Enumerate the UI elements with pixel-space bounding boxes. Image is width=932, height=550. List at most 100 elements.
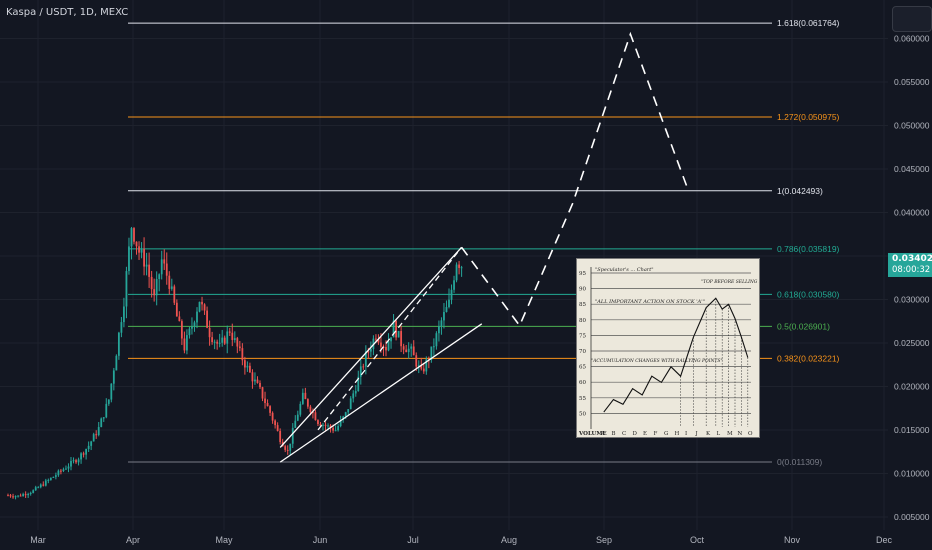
inset-x-letter: D xyxy=(633,431,638,437)
x-tick-label: Jun xyxy=(313,535,328,545)
candle-body xyxy=(354,391,357,394)
candle-body xyxy=(271,412,274,421)
inset-x-letter: L xyxy=(717,431,721,437)
candle-body xyxy=(322,424,324,426)
candle-body xyxy=(158,274,161,280)
candle-body xyxy=(188,328,191,336)
candle-body xyxy=(455,264,458,281)
candle-body xyxy=(412,346,415,356)
candle-body xyxy=(309,406,312,412)
candle-body xyxy=(97,427,100,435)
candle-body xyxy=(206,310,208,328)
candle-body xyxy=(254,379,256,382)
candle-body xyxy=(75,460,77,463)
candle-body xyxy=(332,428,334,431)
candle-body xyxy=(67,466,70,469)
candle-body xyxy=(112,370,115,384)
inset-x-letter: C xyxy=(622,431,626,437)
inset-x-letter: H xyxy=(675,431,680,437)
candle-body xyxy=(203,304,206,311)
candle-body xyxy=(241,348,244,361)
candle-body xyxy=(327,425,329,427)
candle-body xyxy=(110,383,113,400)
candle-body xyxy=(329,425,332,429)
candle-body xyxy=(460,267,463,269)
candle-body xyxy=(306,399,309,407)
inset-y-label: 75 xyxy=(579,333,586,339)
fib-label-2: 1(0.042493) xyxy=(777,186,823,196)
fib-label-5: 0.5(0.026901) xyxy=(777,321,830,331)
inset-x-letter: E xyxy=(643,431,647,437)
candle-body xyxy=(238,346,241,349)
candle-body xyxy=(72,460,75,462)
candle-body xyxy=(364,351,367,367)
candle-body xyxy=(87,445,90,450)
candle-body xyxy=(130,228,133,247)
candle-body xyxy=(410,346,413,349)
candle-body xyxy=(105,403,108,418)
candle-body xyxy=(359,366,362,377)
candle-body xyxy=(160,259,163,275)
legend-toggle-button[interactable] xyxy=(892,6,932,32)
candle-body xyxy=(420,365,423,369)
candle-body xyxy=(24,494,27,496)
inset-y-label: 55 xyxy=(579,396,586,402)
x-tick-label: Dec xyxy=(876,535,893,545)
current-price: 0.034029 xyxy=(892,254,932,264)
candle-body xyxy=(9,495,12,497)
candle-body xyxy=(448,299,450,308)
y-tick-label: 0.050000 xyxy=(894,120,930,130)
candle-body xyxy=(349,398,352,410)
candle-body xyxy=(22,494,25,497)
inset-x-letter: O xyxy=(748,431,753,437)
candle-body xyxy=(186,335,188,351)
candle-body xyxy=(440,320,443,327)
candle-body xyxy=(243,360,246,368)
candle-body xyxy=(135,241,138,247)
candle-body xyxy=(223,337,226,344)
y-tick-label: 0.020000 xyxy=(894,381,930,391)
candle-body xyxy=(294,420,297,428)
candles-layer xyxy=(7,226,463,500)
candle-body xyxy=(17,495,19,497)
inset-chart: 95 90 85 80 75 70 65 60 55 50 "Speculator's ... Ch… xyxy=(578,267,759,437)
candle-body xyxy=(100,418,103,428)
candle-body xyxy=(249,365,251,373)
candle-body xyxy=(246,365,249,368)
fib-levels-layer: 1.618(0.061764) 1.272(0.050975) 1(0.042493… xyxy=(128,18,840,467)
candle-body xyxy=(317,420,319,424)
candle-body xyxy=(347,409,350,413)
candle-body xyxy=(291,427,294,444)
candle-body xyxy=(29,492,32,495)
x-tick-label: Oct xyxy=(690,535,705,545)
candle-body xyxy=(153,289,156,296)
candle-body xyxy=(369,349,372,352)
drawings-layer xyxy=(279,31,690,463)
y-tick-label: 0.030000 xyxy=(894,294,930,304)
candle-body xyxy=(450,289,453,300)
y-tick-label: 0.015000 xyxy=(894,425,930,435)
candle-body xyxy=(324,424,327,426)
candle-body xyxy=(138,246,140,253)
candle-body xyxy=(49,477,52,480)
candle-body xyxy=(180,321,183,339)
bar-countdown: 08:00:32 xyxy=(892,265,931,275)
x-tick-label: May xyxy=(215,535,233,545)
candle-body xyxy=(314,412,317,421)
speculator-chart-inset: 95 90 85 80 75 70 65 60 55 50 "Speculator's ... Ch… xyxy=(576,258,760,438)
candle-body xyxy=(39,484,42,488)
candle-body xyxy=(228,331,231,333)
candle-body xyxy=(286,449,289,451)
candle-body xyxy=(211,337,214,343)
candle-body xyxy=(52,476,55,478)
candle-body xyxy=(299,403,302,415)
x-tick-label: Aug xyxy=(501,535,517,545)
candle-body xyxy=(231,332,234,340)
candle-body xyxy=(77,459,80,463)
candle-body xyxy=(123,306,125,323)
candle-body xyxy=(65,468,67,470)
candle-body xyxy=(344,412,347,417)
candle-body xyxy=(165,263,168,276)
candle-body xyxy=(417,365,420,367)
